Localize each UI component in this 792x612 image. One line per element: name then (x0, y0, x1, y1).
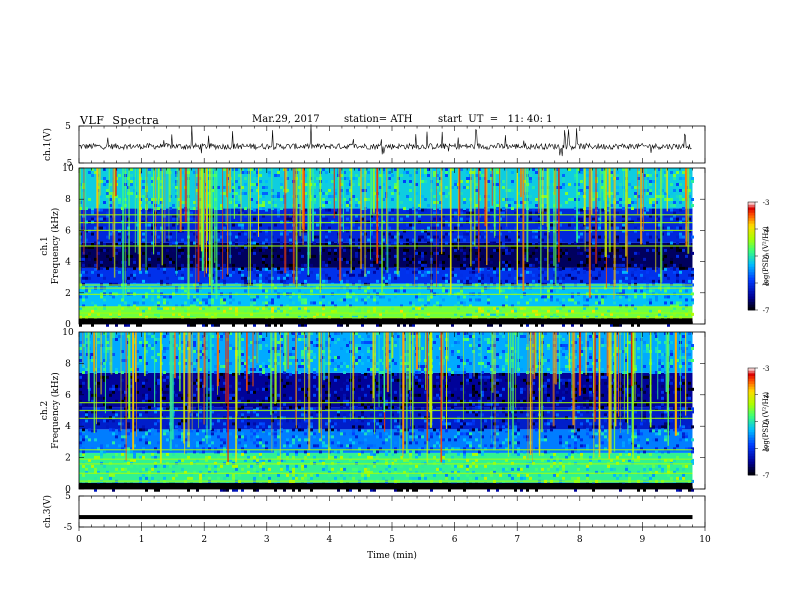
x-tick-label-9: 9 (640, 535, 646, 545)
start-time-label: start UT = 11: 40: 1 (438, 114, 553, 125)
colorbar-ch1-spectrogram (747, 201, 758, 311)
x-axis-ticks-panel-1 (78, 126, 706, 163)
y-tick-ch1-spectrogram-10: 10 (62, 164, 74, 174)
x-tick-label-1: 1 (139, 535, 145, 545)
colorbar-ch2-spectrogram (747, 367, 758, 476)
x-tick-label-3: 3 (264, 535, 270, 545)
date-label: Mar.29, 2017 (252, 114, 320, 125)
ch3-waveform-trace (79, 515, 693, 520)
y-axis-label-ch1-spectrogram: Frequency (kHz) (50, 208, 61, 285)
colorbar-tick-ch2-spectrogram--5: -5 (763, 419, 770, 427)
panel-frame-ch1-waveform (78, 125, 706, 164)
x-axis-label: Time (min) (367, 550, 417, 561)
x-tick-label-6: 6 (452, 535, 458, 545)
x-tick-label-5: 5 (389, 535, 395, 545)
station-label: station= ATH (344, 114, 413, 125)
colorbar-tick-ch1-spectrogram--5: -5 (763, 253, 770, 261)
colorbar-tick-ch1-spectrogram--3: -3 (763, 199, 770, 207)
colorbar-tick-ch1-spectrogram--6: -6 (763, 280, 770, 288)
x-axis-ticks-panel-2 (78, 168, 706, 324)
colorbar-tick-ch2-spectrogram--3: -3 (763, 365, 770, 373)
panel-frame-ch3-waveform (78, 495, 706, 528)
x-tick-label-10: 10 (699, 535, 711, 545)
y-tick-ch2-spectrogram-8: 8 (65, 359, 71, 369)
y-tick-ch1-spectrogram-6: 6 (65, 226, 71, 236)
spectrogram-ch2-spectrogram (79, 332, 705, 492)
ch1-waveform-trace (78, 124, 692, 157)
colorbar-tick-ch2-spectrogram--7: -7 (763, 472, 770, 480)
y-axis-label-ch1-waveform: ch.1(V) (42, 128, 53, 161)
y-axis-channel-ch1-spectrogram: ch.1 (40, 236, 50, 255)
chart-title: VLF Spectra (80, 114, 160, 127)
y-tick-ch1-waveform--5: -5 (64, 159, 73, 169)
x-tick-label-4: 4 (327, 535, 333, 545)
colorbar-tick-ch2-spectrogram--4: -4 (763, 392, 770, 400)
y-tick-ch2-spectrogram-0: 0 (65, 485, 71, 495)
y-axis-label-ch3-waveform: ch.3(V) (42, 495, 53, 528)
colorbar-label-ch2-spectrogram: log(PSD) (V²/Hz) (762, 392, 770, 451)
spectrogram-ch1-spectrogram (79, 168, 705, 327)
y-tick-ch2-spectrogram-4: 4 (65, 422, 71, 432)
x-axis-ticks-panel-4 (78, 496, 706, 531)
colorbar-label-ch1-spectrogram: log(PSD) (V²/Hz) (762, 226, 770, 285)
y-axis-channel-ch2-spectrogram: ch.2 (40, 401, 50, 420)
y-tick-ch3-waveform-5: 5 (65, 492, 71, 502)
x-tick-label-8: 8 (577, 535, 583, 545)
x-tick-label-0: 0 (76, 535, 82, 545)
y-axis-label-ch2-spectrogram: Frequency (kHz) (50, 372, 61, 449)
y-tick-ch1-spectrogram-2: 2 (65, 289, 71, 299)
y-tick-ch1-waveform-5: 5 (65, 122, 71, 132)
y-tick-ch1-spectrogram-0: 0 (65, 320, 71, 330)
x-axis-ticks-panel-3 (78, 332, 706, 489)
x-tick-label-7: 7 (514, 535, 520, 545)
y-tick-ch1-spectrogram-4: 4 (65, 258, 71, 268)
y-tick-ch2-spectrogram-10: 10 (62, 328, 74, 338)
y-tick-ch2-spectrogram-6: 6 (65, 391, 71, 401)
y-tick-ch3-waveform--5: -5 (64, 523, 73, 533)
colorbar-tick-ch1-spectrogram--7: -7 (763, 307, 770, 315)
colorbar-tick-ch2-spectrogram--6: -6 (763, 445, 770, 453)
colorbar-tick-ch1-spectrogram--4: -4 (763, 226, 770, 234)
y-tick-ch1-spectrogram-8: 8 (65, 195, 71, 205)
y-tick-ch2-spectrogram-2: 2 (65, 454, 71, 464)
x-tick-label-2: 2 (201, 535, 207, 545)
